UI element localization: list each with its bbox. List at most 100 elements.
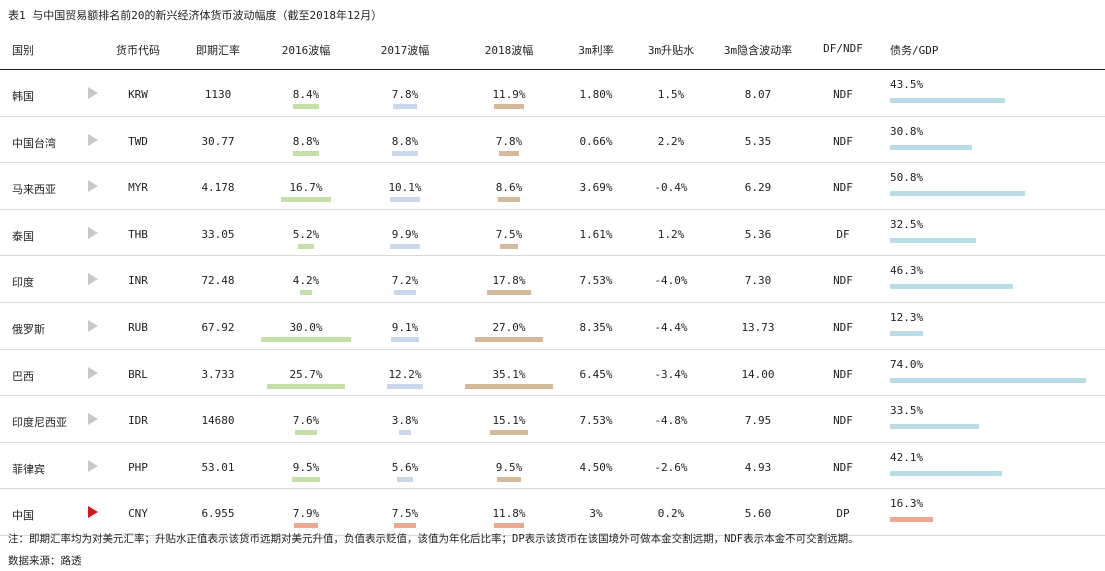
forward-points-3m: -4.0% (654, 274, 688, 288)
currency-code: RUB (128, 320, 148, 334)
volatility-2017: 10.1% (388, 181, 422, 195)
forward-points-3m: 1.2% (657, 227, 685, 241)
rate-3m: 4.50% (579, 460, 613, 474)
volatility-2018: 15.1% (492, 414, 526, 428)
header-2016-volatility: 2016波幅 (281, 44, 331, 57)
debt-gdp: 33.5% (890, 404, 924, 418)
triangle-right-icon (88, 180, 98, 193)
country-name: 巴西 (12, 369, 34, 383)
v2016-bar (267, 383, 345, 389)
data-source: 数据来源：路透 (8, 555, 82, 567)
v2018-bar (494, 523, 524, 529)
df-ndf: NDF (833, 181, 853, 195)
v2016-bar (294, 523, 318, 529)
debt-gdp-bar (890, 377, 1087, 383)
v2017-bar (393, 523, 417, 529)
table-row: 印度 INR 72.48 4.2% 7.2% 17.8% 7.53% -4.0% 7.30 NDF… (0, 256, 1105, 303)
v2017-bar (396, 476, 414, 482)
spot-rate: 4.178 (201, 181, 235, 195)
v2018-bar (490, 430, 528, 436)
table-header-row: 国别 货币代码 即期汇率 2016波幅 2017波幅 2018波幅 3m利率 3… (0, 29, 1105, 70)
volatility-2016: 8.4% (292, 88, 320, 101)
header-df-ndf: DF/NDF (823, 42, 863, 55)
debt-gdp-bar (890, 424, 979, 430)
volatility-2016: 7.9% (292, 507, 320, 521)
debt-gdp: 12.3% (890, 310, 924, 324)
triangle-right-icon (88, 273, 98, 286)
triangle-right-icon (88, 319, 98, 332)
triangle-right-icon (88, 87, 98, 99)
v2018-bar (499, 243, 519, 249)
v2017-bar (391, 150, 419, 156)
country-name: 印度尼西亚 (12, 416, 67, 430)
df-ndf: NDF (833, 460, 853, 474)
volatility-2017: 3.8% (391, 414, 419, 428)
forward-points-3m: -2.6% (654, 460, 688, 474)
header-3m-implied-vol: 3m隐含波动率 (723, 44, 793, 57)
country-name: 中国 (12, 509, 34, 523)
triangle-right-icon (88, 459, 98, 472)
debt-gdp: 74.0% (890, 357, 924, 371)
forward-points-3m: -4.4% (654, 320, 688, 334)
volatility-2016: 25.7% (289, 367, 323, 381)
implied-vol-3m: 14.00 (741, 367, 775, 381)
country-name: 泰国 (12, 229, 34, 243)
rate-3m: 8.35% (579, 320, 613, 334)
triangle-right-icon (88, 506, 98, 519)
volatility-2016: 30.0% (289, 320, 323, 334)
volatility-2016: 7.6% (292, 414, 320, 428)
v2018-bar (499, 150, 519, 156)
implied-vol-3m: 8.07 (744, 88, 772, 101)
debt-gdp-bar (890, 144, 972, 150)
header-debt-gdp: 债务/GDP (890, 44, 939, 57)
debt-gdp: 43.5% (890, 78, 924, 91)
currency-code: IDR (128, 414, 148, 428)
table-row: 中国 CNY 6.955 7.9% 7.5% 11.8% 3% 0.2% 5.60 DP 16.3% (0, 489, 1105, 536)
header-3m-rate: 3m利率 (578, 44, 614, 57)
header-3m-forward-points: 3m升贴水 (647, 44, 695, 57)
volatility-2018: 9.5% (495, 460, 523, 474)
v2017-bar (386, 383, 424, 389)
spot-rate: 72.48 (201, 274, 235, 288)
currency-code: BRL (128, 367, 148, 381)
df-ndf: NDF (833, 274, 853, 288)
rate-3m: 7.53% (579, 274, 613, 288)
v2018-bar (486, 290, 532, 296)
fx-volatility-table: 国别 货币代码 即期汇率 2016波幅 2017波幅 2018波幅 3m利率 3… (0, 29, 1105, 536)
spot-rate: 1130 (204, 88, 232, 101)
df-ndf: DP (836, 507, 850, 521)
volatility-2017: 12.2% (388, 367, 422, 381)
volatility-2018: 11.8% (492, 507, 526, 521)
currency-code: INR (128, 274, 148, 288)
country-name: 中国台湾 (12, 136, 56, 150)
v2017-bar (391, 336, 419, 342)
v2016-bar (292, 150, 320, 156)
table-row: 韩国 KRW 1130 8.4% 7.8% 11.9% 1.80% 1.5% 8.07 NDF 43… (0, 70, 1105, 117)
debt-gdp-bar (890, 330, 923, 336)
implied-vol-3m: 5.36 (744, 227, 772, 241)
forward-points-3m: 2.2% (657, 134, 685, 148)
volatility-2016: 16.7% (289, 181, 323, 195)
debt-gdp: 42.1% (890, 450, 924, 464)
header-2018-volatility: 2018波幅 (484, 44, 534, 57)
table-note: 注：即期汇率均为对美元汇率；升贴水正值表示该货币远期对美元升值，负值表示贬值，该… (8, 533, 859, 545)
volatility-2018: 11.9% (492, 88, 526, 101)
v2018-bar (465, 383, 553, 389)
v2017-bar (393, 104, 417, 109)
table-row: 菲律宾 PHP 53.01 9.5% 5.6% 9.5% 4.50% -2.6% 4.93 NDF… (0, 443, 1105, 490)
header-2017-volatility: 2017波幅 (380, 44, 430, 57)
volatility-2018: 35.1% (492, 367, 526, 381)
implied-vol-3m: 5.35 (744, 134, 772, 148)
v2017-bar (399, 430, 411, 436)
v2016-bar (261, 336, 351, 342)
debt-gdp: 50.8% (890, 171, 924, 185)
implied-vol-3m: 4.93 (744, 460, 772, 474)
volatility-2016: 5.2% (292, 227, 320, 241)
rate-3m: 3% (589, 507, 603, 521)
debt-gdp: 16.3% (890, 497, 924, 511)
forward-points-3m: 1.5% (657, 88, 685, 101)
spot-rate: 53.01 (201, 460, 235, 474)
debt-gdp-bar (890, 237, 977, 243)
volatility-2017: 7.5% (391, 507, 419, 521)
forward-points-3m: 0.2% (657, 507, 685, 521)
